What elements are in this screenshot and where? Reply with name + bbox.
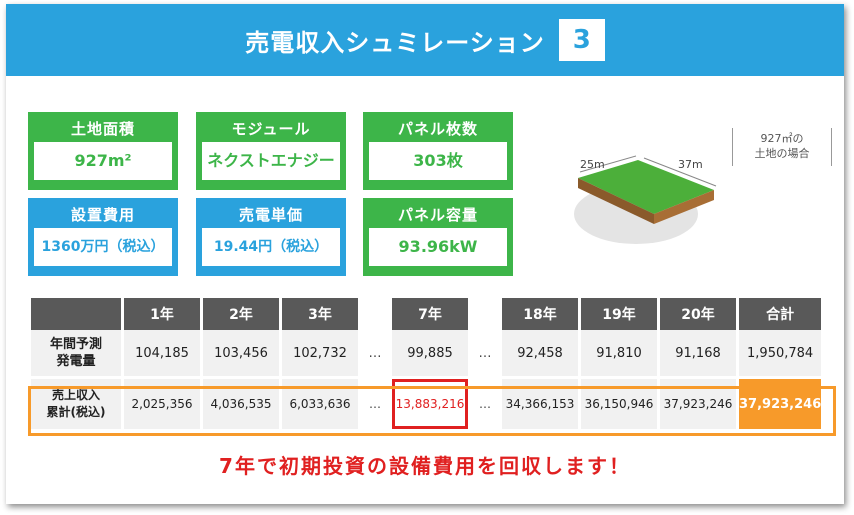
table-row-revenue: 売上収入 累計(税込) 2,025,356 4,036,535 6,033,63… [31, 379, 822, 429]
header-year-7: 7年 [392, 298, 468, 330]
table-cell-grand-total: 37,923,246 [739, 379, 822, 429]
land-caption-line1: 927㎡の [760, 132, 804, 145]
spec-label: パネル容量 [397, 206, 478, 224]
table-cell: 103,456 [203, 330, 279, 379]
simulation-table: 1年 2年 3年 7年 18年 19年 20年 合計 年間予測 発電量 104,… [28, 298, 824, 429]
table-cell: 102,732 [282, 330, 358, 379]
table-cell: 37,923,246 [660, 379, 736, 429]
header-year-2: 2年 [203, 298, 279, 330]
length-dimension-line [643, 157, 717, 187]
land-caption-line2: 土地の場合 [754, 147, 810, 160]
table-cell: 92,458 [502, 330, 578, 379]
row-label-line: 売上収入 [51, 388, 100, 402]
spec-value: 927m² [34, 142, 172, 180]
table-cell: 36,150,946 [581, 379, 657, 429]
spec-install-cost: 設置費用 1360万円（税込） [28, 198, 178, 276]
land-illustration: 25m 37m [574, 155, 717, 244]
spec-value: 19.44円（税込） [202, 228, 340, 266]
header-year-20: 20年 [660, 298, 736, 330]
ellipsis: … [471, 379, 499, 429]
spec-value: 93.96kW [369, 228, 507, 266]
table-cell: 34,366,153 [502, 379, 578, 429]
page-title: 売電収入シュミレーション [245, 28, 545, 57]
header-year-18: 18年 [502, 298, 578, 330]
width-label: 25m [580, 158, 605, 171]
ellipsis: … [361, 330, 389, 379]
spec-module: モジュール ネクストエナジー [196, 112, 346, 190]
header-total: 合計 [739, 298, 822, 330]
table-cell: 91,168 [660, 330, 736, 379]
table-cell: 99,885 [392, 330, 468, 379]
spec-panel-count: パネル枚数 303枚 [363, 112, 513, 190]
spec-panel-capacity: パネル容量 93.96kW [363, 198, 513, 276]
table-cell: 4,036,535 [203, 379, 279, 429]
spec-unit-price: 売電単価 19.44円（税込） [196, 198, 346, 276]
step-badge: 3 [558, 19, 605, 61]
table-cell: 91,810 [581, 330, 657, 379]
ellipsis: … [361, 379, 389, 429]
land-side-left [578, 178, 654, 224]
table-cell: 6,033,636 [282, 379, 358, 429]
header-year-19: 19年 [581, 298, 657, 330]
spec-label: 土地面積 [70, 120, 135, 138]
spec-label: 売電単価 [238, 206, 303, 224]
row-label-generation: 年間予測 発電量 [31, 330, 121, 379]
width-dimension-line [579, 155, 637, 173]
table-header-row: 1年 2年 3年 7年 18年 19年 20年 合計 [31, 298, 822, 330]
header-gap [471, 298, 499, 330]
header-banner: 売電収入シュミレーション 3 [6, 4, 844, 76]
spec-land-area: 土地面積 927m² [28, 112, 178, 190]
land-side-right [654, 190, 714, 224]
table-cell: 104,185 [124, 330, 200, 379]
length-label: 37m [678, 158, 703, 171]
spec-label: モジュール [231, 120, 311, 138]
header-year-1: 1年 [124, 298, 200, 330]
table-row-generation: 年間予測 発電量 104,185 103,456 102,732 … 99,88… [31, 330, 822, 379]
row-label-line: 累計(税込) [46, 405, 106, 419]
header-gap [361, 298, 389, 330]
simulation-card: 売電収入シュミレーション 3 土地面積 927m² モジュール ネクストエナジー… [6, 4, 844, 504]
spec-label: パネル枚数 [397, 120, 478, 138]
spec-value: 1360万円（税込） [34, 228, 172, 266]
spec-value: ネクストエナジー [202, 142, 340, 180]
payback-message: 7年で初期投資の設備費用を回収します！ [219, 454, 631, 478]
spec-value: 303枚 [369, 142, 507, 180]
row-label-line: 発電量 [56, 354, 96, 369]
ellipsis: … [471, 330, 499, 379]
header-corner [31, 298, 121, 330]
row-label-revenue: 売上収入 累計(税込) [31, 379, 121, 429]
row-label-line: 年間予測 [49, 337, 102, 352]
land-caption: 927㎡の 土地の場合 [732, 128, 832, 166]
table-cell: 2,025,356 [124, 379, 200, 429]
table-cell-total: 1,950,784 [739, 330, 822, 379]
spec-label: 設置費用 [70, 206, 135, 224]
land-top [578, 160, 714, 214]
header-year-3: 3年 [282, 298, 358, 330]
payback-highlight-cell: 13,883,216 [392, 379, 468, 429]
